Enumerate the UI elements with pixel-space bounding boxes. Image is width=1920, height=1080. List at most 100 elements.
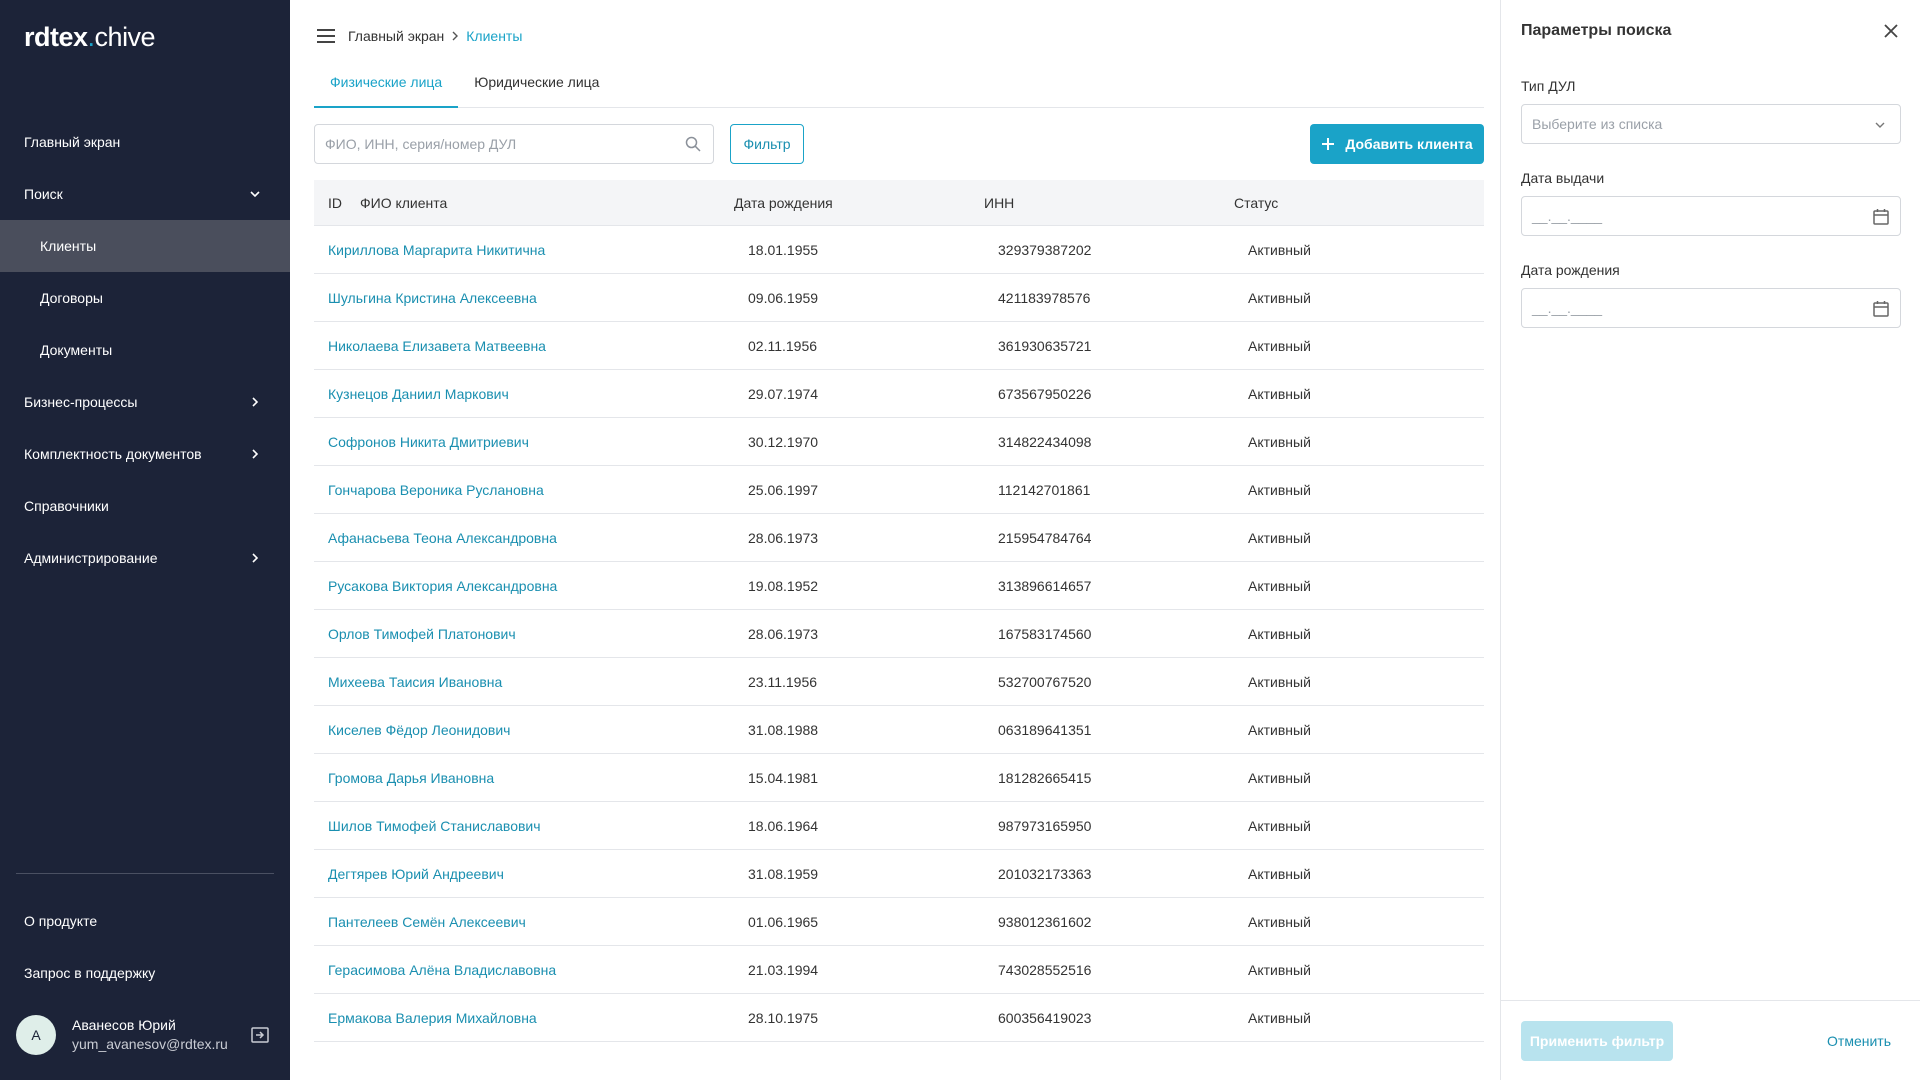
cell-client-name[interactable]: Шульгина Кристина Алексеевна [328,289,537,306]
table-row[interactable]: Герасимова Алёна Владиславовна 21.03.1994… [314,946,1484,994]
cell-client-name[interactable]: Николаева Елизавета Матвеевна [328,337,546,354]
table-row[interactable]: Гончарова Вероника Руслановна 25.06.1997 1… [314,466,1484,514]
avatar[interactable]: А [16,1015,56,1055]
table-row[interactable]: Афанасьева Теона Александровна 28.06.1973… [314,514,1484,562]
sidebar-item-about[interactable]: О продукте [0,895,290,947]
sidebar-item-business-processes[interactable]: Бизнес-процессы [0,376,290,428]
cell-client-name[interactable]: Михеева Таисия Ивановна [328,673,503,690]
tabs: Физические лица Юридические лица [314,62,1484,108]
menu-icon[interactable] [316,28,336,44]
cell-dob: 18.01.1955 [748,241,819,258]
cell-client-name[interactable]: Дегтярев Юрий Андреевич [328,865,504,882]
sidebar-item-documents[interactable]: Документы [0,324,290,376]
cell-client-name[interactable]: Русакова Виктория Александровна [328,577,558,594]
cell-status: Активный [1248,625,1311,642]
table-body: Кириллова Маргарита Никитична 18.01.1955 3… [314,226,1484,1042]
cell-dob: 19.08.1952 [748,577,819,594]
close-icon[interactable] [1882,22,1900,40]
main-content: Главный экран Клиенты Физические лица Юр… [290,0,1500,1080]
table-row[interactable]: Пантелеев Семён Алексеевич 01.06.1965 9380… [314,898,1484,946]
sidebar-item-document-completeness[interactable]: Комплектность документов [0,428,290,480]
cell-client-name[interactable]: Герасимова Алёна Владиславовна [328,961,557,978]
plus-icon [1322,138,1335,150]
cell-inn: 314822434098 [998,433,1092,450]
add-client-label: Добавить клиента [1345,136,1473,152]
user-info: Аванесов Юрий yum_avanesov@rdtex.ru [72,1016,250,1054]
cell-dob: 31.08.1988 [748,721,819,738]
cell-status: Активный [1248,913,1311,930]
table-row[interactable]: Громова Дарья Ивановна 15.04.1981 18128266… [314,754,1484,802]
cell-client-name[interactable]: Ермакова Валерия Михайловна [328,1009,537,1026]
filter-button[interactable]: Фильтр [730,124,804,164]
tab-legal-entities[interactable]: Юридические лица [474,74,600,90]
sidebar-item-contracts[interactable]: Договоры [0,272,290,324]
table-row[interactable]: Орлов Тимофей Платонович 28.06.1973 167583… [314,610,1484,658]
cell-status: Активный [1248,721,1311,738]
filter-panel: Параметры поиска Тип ДУЛ Выберите из спи… [1500,0,1920,1080]
column-header-dob: Дата рождения [734,194,833,211]
table-row[interactable]: Кириллова Маргарита Никитична 18.01.1955 3… [314,226,1484,274]
cell-status: Активный [1248,529,1311,546]
sidebar-item-administration[interactable]: Администрирование [0,532,290,584]
table-row[interactable]: Кузнецов Даниил Маркович 29.07.1974 673567… [314,370,1484,418]
calendar-icon[interactable] [1872,208,1890,226]
table-row[interactable]: Дегтярев Юрий Андреевич 31.08.1959 2010321… [314,850,1484,898]
sidebar-item-search[interactable]: Поиск [0,168,290,220]
panel-title: Параметры поиска [1521,22,1672,39]
cell-client-name[interactable]: Кириллова Маргарита Никитична [328,241,546,258]
cell-client-name[interactable]: Орлов Тимофей Платонович [328,625,516,642]
cell-inn: 532700767520 [998,673,1092,690]
cell-client-name[interactable]: Пантелеев Семён Алексеевич [328,913,526,930]
sidebar-item-references[interactable]: Справочники [0,480,290,532]
tab-individuals[interactable]: Физические лица [314,62,459,108]
sidebar-item-support[interactable]: Запрос в поддержку [0,947,290,999]
toolbar: Фильтр Добавить клиента [314,124,1484,164]
table-row[interactable]: Софронов Никита Дмитриевич 30.12.1970 3148… [314,418,1484,466]
table-row[interactable]: Русакова Виктория Александровна 19.08.195… [314,562,1484,610]
cell-inn: 987973165950 [998,817,1092,834]
doc-type-select[interactable]: Выберите из списка [1521,104,1901,144]
cell-client-name[interactable]: Киселев Фёдор Леонидович [328,721,511,738]
cell-dob: 28.06.1973 [748,529,819,546]
calendar-icon[interactable] [1872,300,1890,318]
breadcrumb: Главный экран Клиенты [316,24,522,48]
sidebar-item-clients[interactable]: Клиенты [0,220,290,272]
add-client-button[interactable]: Добавить клиента [1310,124,1484,164]
sidebar-item-label: Договоры [40,290,103,306]
table-row[interactable]: Михеева Таисия Ивановна 23.11.1956 5327007… [314,658,1484,706]
cell-client-name[interactable]: Громова Дарья Ивановна [328,769,495,786]
chevron-down-icon [248,187,262,201]
cell-inn: 201032173363 [998,865,1092,882]
table-row[interactable]: Шульгина Кристина Алексеевна 09.06.1959 42… [314,274,1484,322]
cell-client-name[interactable]: Софронов Никита Дмитриевич [328,433,529,450]
chevron-right-icon [248,395,262,409]
cell-dob: 28.10.1975 [748,1009,819,1026]
cell-dob: 28.06.1973 [748,625,819,642]
sidebar-item-label: Документы [40,342,113,358]
breadcrumb-current[interactable]: Клиенты [466,28,523,44]
table-row[interactable]: Николаева Елизавета Матвеевна 02.11.1956 3… [314,322,1484,370]
cell-client-name[interactable]: Гончарова Вероника Руслановна [328,481,544,498]
cell-inn: 313896614657 [998,577,1092,594]
table-row[interactable]: Шилов Тимофей Станиславович 18.06.1964 987… [314,802,1484,850]
apply-filter-button[interactable]: Применить фильтр [1521,1021,1673,1061]
sidebar-item-home[interactable]: Главный экран [0,116,290,168]
cell-dob: 25.06.1997 [748,481,819,498]
cell-client-name[interactable]: Шилов Тимофей Станиславович [328,817,541,834]
search-input[interactable] [315,125,665,163]
table-row[interactable]: Киселев Фёдор Леонидович 31.08.1988 063189… [314,706,1484,754]
cancel-button[interactable]: Отменить [1827,1021,1891,1061]
table-header: ID ФИО клиента Дата рождения ИНН Статус [314,180,1484,226]
search-icon[interactable] [685,136,701,152]
chevron-down-icon [1875,122,1885,128]
cell-client-name[interactable]: Кузнецов Даниил Маркович [328,385,509,402]
issue-date-field[interactable]: __.__.____ [1521,196,1901,236]
birth-date-placeholder: __.__.____ [1532,300,1603,316]
logo[interactable]: rdtex.chive [24,22,156,53]
birth-date-field[interactable]: __.__.____ [1521,288,1901,328]
breadcrumb-home[interactable]: Главный экран [348,28,445,44]
cell-client-name[interactable]: Афанасьева Теона Александровна [328,529,557,546]
logout-icon[interactable] [250,1025,270,1045]
cell-status: Активный [1248,769,1311,786]
table-row[interactable]: Ермакова Валерия Михайловна 28.10.1975 600… [314,994,1484,1042]
